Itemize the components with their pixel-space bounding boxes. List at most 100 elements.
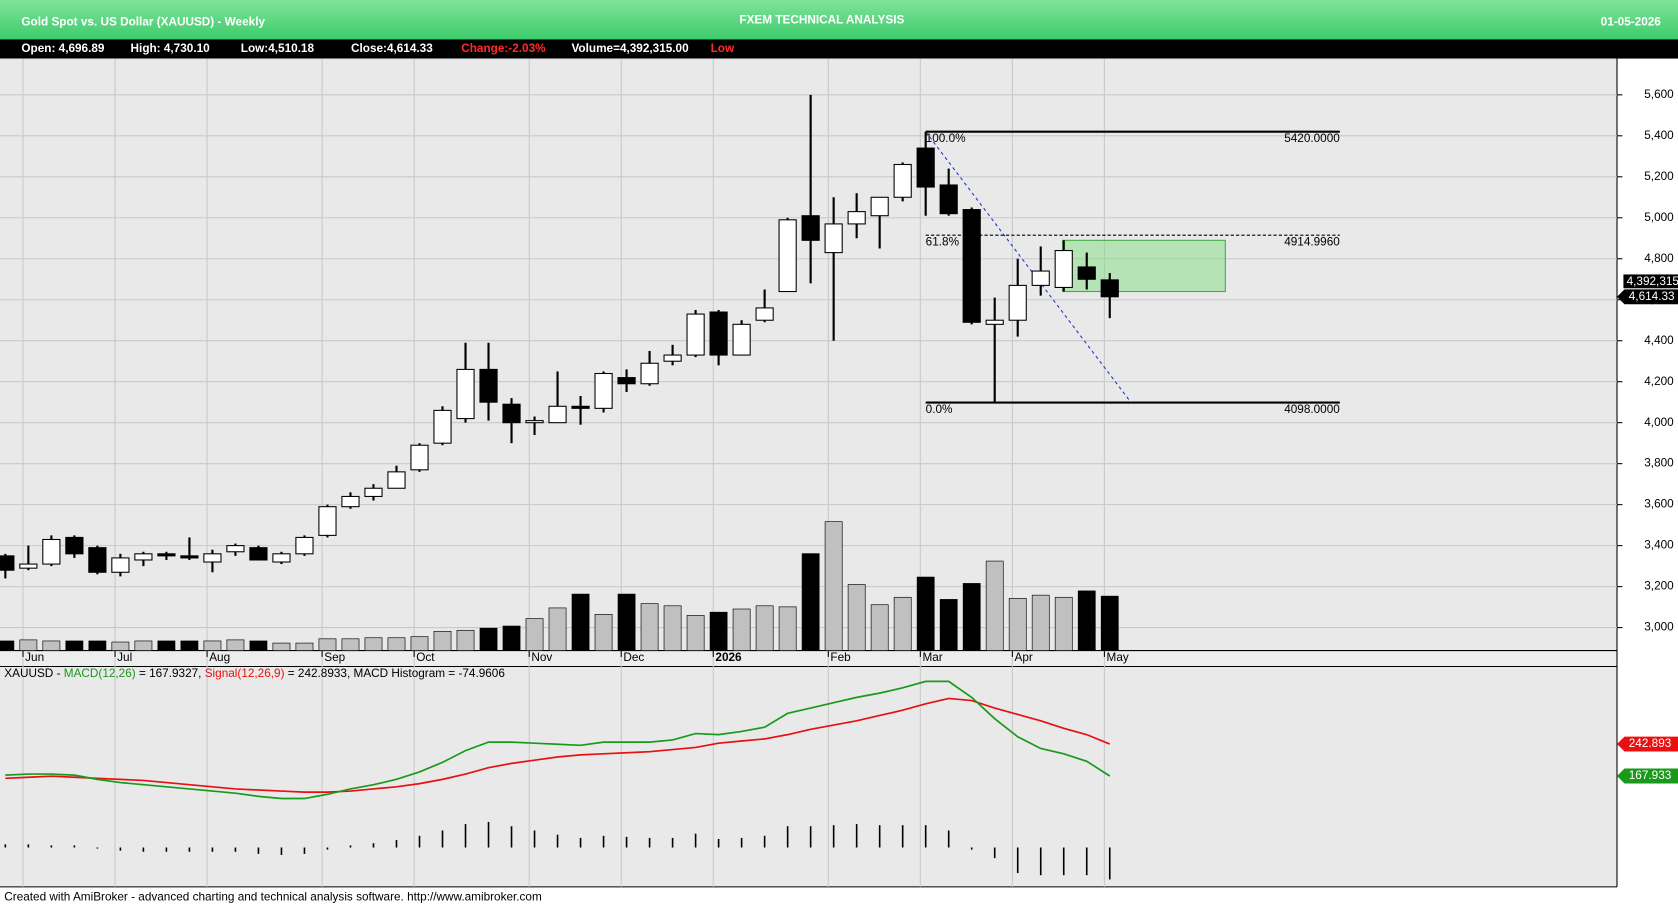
volume-bar [801,553,820,651]
candle-body [272,553,291,563]
candle-body [341,495,360,508]
stat: Open: 4,696.89 [21,42,105,55]
last-value-box [1617,736,1678,752]
candle-body [548,405,567,424]
candle-body [433,409,452,444]
volume-bar [847,584,866,651]
y-tick-label: 3,000 [1644,621,1674,634]
last-volume-box [1623,274,1678,289]
volume-bar [1100,595,1119,651]
candle-body [893,163,912,198]
candle-body [640,362,659,385]
last-price-label: 4,614.33 [1629,290,1675,303]
chart-title: Gold Spot vs. US Dollar (XAUUSD) - Weekl… [21,15,265,28]
candle-body [19,563,38,569]
volume-bar [755,605,774,651]
x-tick-label: May [1107,651,1129,664]
x-tick-label: Oct [416,651,435,664]
volume-bar [502,625,521,651]
candle-body [525,420,544,424]
macd-legend: XAUUSD - MACD(12,26) = 167.9327, Signal(… [4,667,505,680]
x-tick-label: 2026 [715,651,742,664]
candle-body [226,545,245,553]
volume-bar [410,636,429,651]
legend-part: XAUUSD - [4,667,63,680]
volume-bar [0,640,15,651]
volume-bar [295,642,314,651]
volume-bar [548,607,567,651]
candle-body [1054,250,1073,288]
volume-bar [364,637,383,651]
candle-body [709,311,728,356]
macd-panel [0,666,1618,887]
header-bar [0,0,1678,40]
fib-pct: 100.0% [926,132,966,145]
candle-body [88,547,107,573]
volume-bar [111,641,130,651]
fib-pct: 0.0% [926,403,953,416]
volume-bar [249,640,268,651]
last-value-box [1617,768,1678,784]
candle-body [0,555,15,571]
volume-bar [433,631,452,651]
candle-body [410,444,429,471]
x-tick-label: Dec [623,651,644,664]
candle-body [502,403,521,424]
x-tick-label: Feb [830,651,851,664]
legend-part: Signal(12,26,9) [205,667,285,680]
candle-body [732,323,751,356]
legend-part: = -74.9606 [445,667,505,680]
volume-bar [180,640,199,651]
volume-bar [1054,596,1073,651]
fib-label: 5420.0000 [1284,132,1340,145]
y-tick-label: 5,600 [1644,88,1674,101]
candle-body [318,506,337,536]
candle-body [364,487,383,497]
candle-body [985,319,1004,325]
volume-bar [824,521,843,651]
candle-body [157,553,176,557]
volume-bar [1077,590,1096,651]
stat: Low [711,42,735,55]
fib-label: 4098.0000 [1284,403,1340,416]
candle-body [134,553,153,561]
volume-bar [387,637,406,651]
footer: Created with AmiBroker - advanced charti… [4,891,541,904]
y-tick-label: 3,200 [1644,580,1674,593]
x-tick-label: Apr [1015,651,1033,664]
y-tick-label: 3,600 [1644,498,1674,511]
candle-body [203,553,222,563]
volume-bar [88,640,107,651]
y-tick-label: 3,800 [1644,457,1674,470]
volume-bar [571,593,590,651]
candle-body [663,354,682,362]
stats-bar [0,39,1678,59]
legend-part: = 167.9327, [136,667,205,680]
volume-bar [203,640,222,651]
stat: Close:4,614.33 [351,42,433,55]
candle-body [1100,279,1119,298]
stat: Change:-2.03% [461,42,546,55]
fib-label: 4914.9960 [1284,236,1340,249]
volume-bar [42,640,61,651]
volume-bar [1031,594,1050,651]
y-tick-label: 5,400 [1644,129,1674,142]
candle-body [249,547,268,561]
volume-bar [318,638,337,651]
volume-bar [778,606,797,651]
volume-bar [272,642,291,651]
macd-line [5,697,1111,793]
volume-bar [1008,598,1027,651]
legend-part: MACD(12,26) [64,667,136,680]
fib-pct: 61.8% [926,236,960,249]
candle-body [939,184,958,215]
candle-body [65,536,84,555]
candle-body [801,215,820,241]
y-tick-label: 5,200 [1644,170,1674,183]
volume-bar [939,599,958,651]
candle-body [111,557,130,573]
candle-body [617,377,636,385]
volume-bar [640,603,659,651]
candle-body [870,196,889,217]
